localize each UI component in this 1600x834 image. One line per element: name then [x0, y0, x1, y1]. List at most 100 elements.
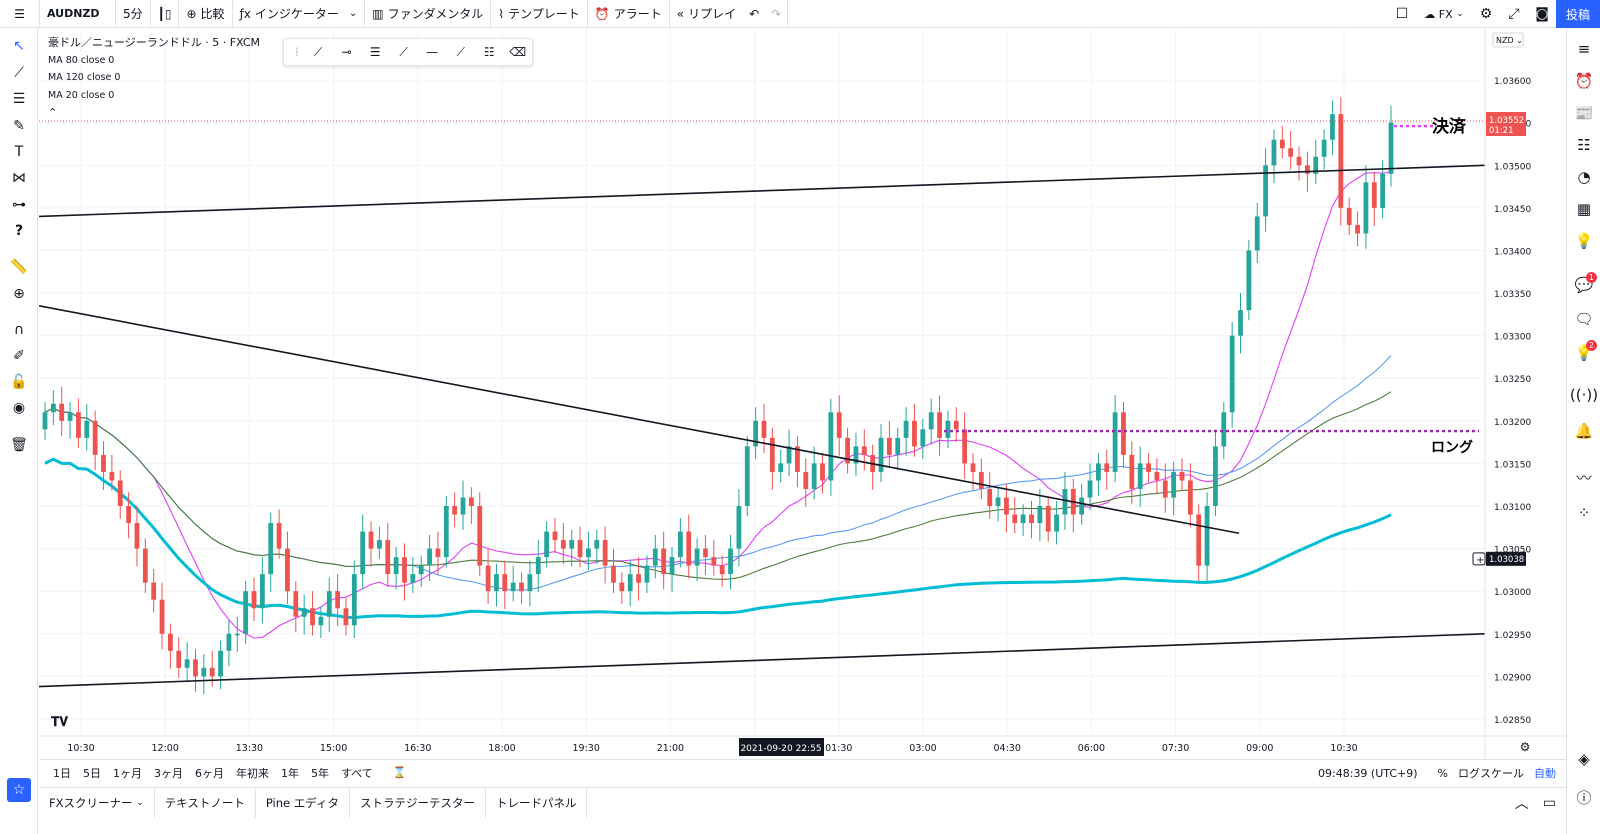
- alarm-icon[interactable]: ⏰: [1574, 72, 1594, 90]
- eye-icon[interactable]: ◉: [12, 400, 26, 416]
- chevron-down-icon: ⌄: [1456, 9, 1464, 19]
- trend-line-icon[interactable]: ⟋: [14, 65, 24, 81]
- camera-icon[interactable]: ◙: [1535, 6, 1549, 22]
- candle-body: [552, 531, 558, 541]
- tab-pine-editor[interactable]: Pine エディタ: [256, 787, 350, 818]
- tab-fx-screener[interactable]: FXスクリーナー ⌄: [39, 787, 155, 818]
- menu-icon[interactable]: ☰: [0, 0, 40, 28]
- horizontal-ray-icon[interactable]: ⊸: [341, 45, 352, 59]
- tab-trade-panel[interactable]: トレードパネル: [486, 787, 588, 818]
- redo-button[interactable]: ↷: [765, 0, 789, 28]
- question-icon[interactable]: ?: [14, 223, 24, 239]
- time-label: 13:30: [236, 743, 263, 754]
- chats-icon[interactable]: 🗨: [1574, 310, 1594, 328]
- candle-body: [1029, 514, 1034, 524]
- range-5d[interactable]: 5日: [83, 766, 101, 780]
- tab-strategy-tester[interactable]: ストラテジーテスター: [350, 787, 486, 818]
- templates-button[interactable]: ⌇ テンプレート: [491, 0, 588, 28]
- candle-body: [468, 497, 474, 507]
- alert-button[interactable]: ⏰ アラート: [588, 0, 670, 28]
- collapse-legend-icon[interactable]: ⌃: [48, 106, 58, 119]
- pattern-icon[interactable]: ⋈: [12, 170, 26, 186]
- ruler-icon[interactable]: 📏: [10, 259, 28, 275]
- help-circle-icon[interactable]: ⓘ: [1576, 788, 1592, 807]
- tab-text-notes[interactable]: テキストノート: [155, 787, 256, 818]
- price-label: 1.03050: [1494, 546, 1531, 556]
- bell-icon[interactable]: 🔔: [1574, 422, 1594, 440]
- horizontal-line-icon[interactable]: —: [426, 45, 439, 59]
- undo-button[interactable]: ↶: [749, 6, 760, 21]
- zoom-in-icon[interactable]: ⊕: [13, 286, 25, 302]
- fib-channel-icon[interactable]: ☷: [483, 45, 495, 59]
- ideas-icon[interactable]: 💡: [1574, 232, 1594, 250]
- range-1m[interactable]: 1ヶ月: [113, 766, 142, 780]
- fullscreen-icon[interactable]: ⤢: [1508, 6, 1520, 22]
- trading-panel-icon[interactable]: 〰: [1576, 468, 1592, 487]
- candle-body: [1254, 216, 1260, 251]
- indicators-button[interactable]: ƒx インジケーター ⌄: [233, 0, 366, 28]
- cloud-fx-button[interactable]: ☁ FX ⌄: [1416, 0, 1472, 28]
- layout-square-icon[interactable]: ☐: [1395, 6, 1409, 22]
- chat-icon[interactable]: 💬 1: [1567, 272, 1600, 298]
- range-ytd[interactable]: 年初来: [236, 766, 269, 780]
- magnet-icon[interactable]: ∩: [13, 322, 25, 338]
- candle-body: [460, 497, 466, 515]
- candle-body: [84, 420, 90, 438]
- star-icon[interactable]: ☆: [7, 778, 31, 802]
- auto-scale-toggle[interactable]: 自動: [1534, 767, 1556, 780]
- stream-icon[interactable]: ((·)): [1569, 386, 1599, 404]
- lock-icon[interactable]: 🔓: [10, 374, 28, 390]
- clock[interactable]: 09:48:39 (UTC+9): [1318, 766, 1418, 780]
- eraser-icon[interactable]: ⌫: [509, 45, 527, 59]
- gear-icon[interactable]: ⚙: [1479, 6, 1493, 22]
- symbol-search[interactable]: AUDNZD: [40, 0, 116, 28]
- trash-icon[interactable]: 🗑: [10, 437, 28, 453]
- data-window-icon[interactable]: ☷: [1577, 136, 1591, 154]
- candle-body: [1388, 122, 1394, 174]
- goto-date-icon[interactable]: ⌛: [392, 766, 407, 779]
- drag-handle-icon[interactable]: ⁞: [294, 45, 299, 59]
- range-all[interactable]: すべて: [341, 766, 373, 780]
- range-1y[interactable]: 1年: [281, 766, 299, 780]
- fundamentals-button[interactable]: ▥ ファンダメンタル: [365, 0, 492, 28]
- chevron-up-icon[interactable]: ︿: [1514, 796, 1529, 812]
- notifications-idea-icon[interactable]: 💡 2: [1567, 340, 1600, 366]
- watchlist-icon[interactable]: ≡: [1577, 40, 1591, 58]
- hotlist-icon[interactable]: ◔: [1577, 168, 1591, 186]
- lock-pen-icon[interactable]: ✐: [13, 348, 25, 364]
- legend-ma120[interactable]: MA 120 close 0: [48, 72, 121, 83]
- range-3m[interactable]: 3ヶ月: [154, 766, 183, 780]
- ray-icon[interactable]: ⟋: [399, 44, 408, 59]
- layers-icon[interactable]: ◈: [1578, 750, 1590, 768]
- extended-line-icon[interactable]: ⟋: [456, 44, 465, 59]
- range-5y[interactable]: 5年: [311, 766, 329, 780]
- log-scale-toggle[interactable]: ログスケール: [1458, 767, 1524, 780]
- text-icon[interactable]: T: [14, 144, 24, 160]
- interval-select[interactable]: 5分: [116, 0, 151, 28]
- legend-ma20[interactable]: MA 20 close 0: [48, 89, 115, 101]
- news-icon[interactable]: 📰: [1574, 104, 1594, 122]
- trend-line-tool-icon[interactable]: ⟋: [313, 44, 323, 59]
- replay-button[interactable]: «リプレイ: [670, 0, 743, 28]
- post-button[interactable]: 投稿: [1555, 0, 1600, 28]
- range-6m[interactable]: 6ヶ月: [195, 766, 224, 780]
- range-1d[interactable]: 1日: [53, 766, 71, 780]
- calendar-icon[interactable]: ▦: [1576, 200, 1592, 218]
- legend-ma80[interactable]: MA 80 close 0: [48, 54, 115, 66]
- prediction-icon[interactable]: ⊶: [12, 197, 26, 213]
- candle-body: [736, 506, 742, 549]
- compare-button[interactable]: ⊕ 比較: [179, 0, 233, 28]
- chart-type-button[interactable]: ┃▯: [151, 0, 180, 28]
- dots-grid-icon[interactable]: ⁘: [1577, 504, 1591, 522]
- brush-icon[interactable]: ✎: [13, 118, 25, 134]
- parallel-channel-icon[interactable]: ☰: [369, 45, 381, 59]
- maximize-icon[interactable]: ▭: [1542, 795, 1556, 811]
- fib-icon[interactable]: ☰: [12, 91, 26, 107]
- percent-toggle[interactable]: %: [1437, 766, 1448, 780]
- candle-body: [519, 582, 524, 592]
- cursor-icon[interactable]: ↖: [13, 38, 25, 54]
- candle-body: [184, 659, 190, 668]
- toolbar-right: ☐ ☁ FX ⌄ ⚙ ⤢ ◙ 投稿: [1388, 0, 1600, 28]
